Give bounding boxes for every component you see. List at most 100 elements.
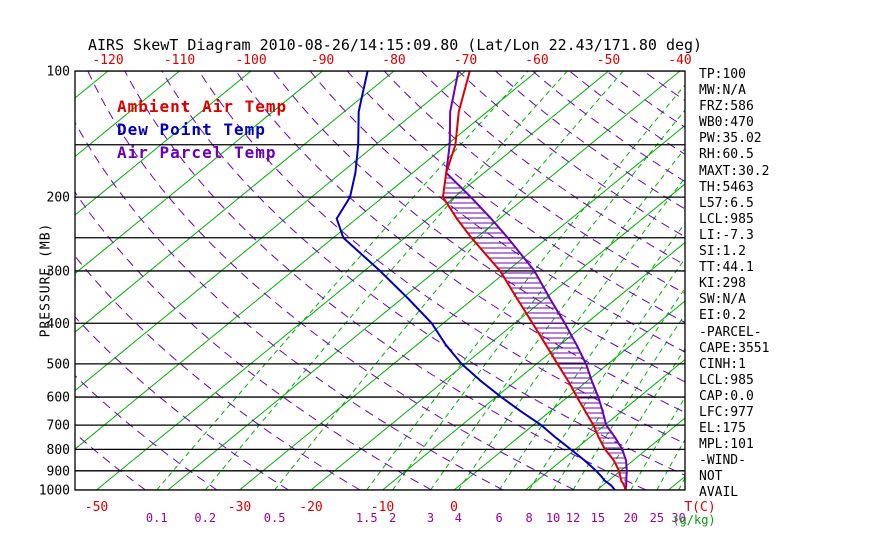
pressure-tick-label: 800 — [47, 443, 70, 458]
pressure-tick-label: 700 — [47, 419, 70, 434]
stats-line: AVAIL — [699, 485, 739, 501]
isotherm-line — [382, 241, 685, 490]
isotherm-line — [75, 71, 395, 333]
chart-title: AIRS SkewT Diagram 2010-08-26/14:15:09.8… — [88, 36, 703, 54]
bottom-temp-tick-label: -10 — [371, 500, 394, 515]
pressure-tick-label: 300 — [47, 264, 70, 279]
isotherm-line — [239, 124, 685, 490]
isotherm-line — [310, 183, 685, 490]
bottom-temp-tick-label: -20 — [299, 500, 322, 515]
mixing-ratio-line — [392, 109, 685, 490]
stats-line: MPL:101 — [699, 437, 754, 453]
isotherm-line — [525, 358, 685, 490]
top-temp-tick-label: -50 — [597, 53, 620, 68]
stats-line: EL:175 — [699, 421, 746, 437]
dry-adiabat-line — [272, 71, 685, 383]
mixing-ratio-line — [498, 222, 685, 490]
pressure-tick-label: 900 — [47, 464, 70, 479]
mixing-ratio-line — [597, 347, 685, 490]
bottom-temp-tick-label: -30 — [228, 500, 251, 515]
mixing-ratio-line — [528, 257, 685, 490]
stats-line: SI:1.2 — [699, 244, 746, 260]
mixing-ratio-line — [156, 71, 529, 490]
dry-adiabat-line — [198, 71, 685, 445]
dry-adiabat-line — [383, 71, 685, 295]
pressure-tick-label: 600 — [47, 391, 70, 406]
plot-area — [0, 70, 685, 490]
dry-adiabat-line — [309, 71, 685, 353]
mixing-ratio-line — [430, 147, 685, 490]
mixing-ratio-tick-label: 12 — [566, 511, 580, 525]
pressure-tick-label: 500 — [47, 357, 70, 372]
dew-point-temp-curve — [335, 71, 616, 490]
stats-line: FRZ:586 — [699, 99, 754, 115]
mixing-unit-label: (g/kg) — [672, 513, 715, 527]
mixing-ratio-tick-label: 0.2 — [194, 511, 216, 525]
stats-line: NOT — [699, 469, 723, 485]
dry-adiabat-line — [0, 70, 3, 490]
dry-adiabat-line — [75, 121, 504, 490]
stats-line: CINH:1 — [699, 356, 746, 372]
stats-line: CAPE:3551 — [699, 340, 770, 356]
legend-air-parcel-temp: Air Parcel Temp — [117, 143, 277, 162]
stats-line: KI:298 — [699, 276, 746, 292]
stats-line: TH:5463 — [699, 179, 754, 195]
stats-line: MW:N/A — [699, 83, 746, 99]
mixing-ratio-tick-label: 25 — [650, 511, 664, 525]
dry-adiabat-line — [75, 255, 361, 490]
stats-line: LI:-7.3 — [699, 227, 754, 243]
dry-adiabat-line — [531, 71, 685, 183]
mixing-ratio-line — [204, 71, 569, 490]
stats-line: L57:6.5 — [699, 195, 754, 211]
mixing-ratio-tick-label: 3 — [427, 511, 434, 525]
isotherm-line — [596, 417, 685, 490]
stats-line: LCL:985 — [699, 211, 754, 227]
mixing-ratio-line — [572, 313, 685, 490]
mixing-ratio-tick-label: 10 — [546, 511, 560, 525]
isotherm-line — [75, 71, 252, 216]
stats-line: EI:0.2 — [699, 308, 746, 324]
isotherm-line — [453, 300, 685, 490]
dry-adiabat-line — [346, 71, 685, 324]
mixing-ratio-line — [457, 177, 685, 490]
mixing-ratio-tick-label: 0.5 — [264, 511, 286, 525]
isotherm-line — [75, 71, 323, 275]
dry-adiabat-line — [457, 71, 685, 238]
legend-ambient-air-temp: Ambient Air Temp — [117, 97, 288, 116]
bottom-temp-tick-label: -50 — [85, 500, 108, 515]
mixing-ratio-line — [366, 84, 685, 490]
mixing-ratio-tick-label: 2 — [389, 511, 396, 525]
isotherm-line — [75, 71, 180, 158]
stats-line: LFC:977 — [699, 404, 754, 420]
pressure-tick-label: 400 — [47, 317, 70, 332]
stats-line: WB0:470 — [699, 115, 754, 131]
stats-line: CAP:0.0 — [699, 388, 754, 404]
mixing-ratio-tick-label: 6 — [496, 511, 503, 525]
stats-line: TP:100 — [699, 67, 746, 82]
pressure-tick-label: 100 — [47, 65, 70, 80]
mixing-ratio-line — [274, 71, 624, 490]
bottom-temp-tick-label: 0 — [450, 500, 458, 515]
top-temp-tick-label: -70 — [454, 53, 477, 68]
mixing-ratio-tick-label: 0.1 — [146, 511, 168, 525]
mixing-ratio-line — [552, 287, 685, 490]
dry-adiabat-line — [494, 71, 685, 210]
air-parcel-temp-curve — [445, 71, 628, 490]
top-temp-tick-label: -60 — [525, 53, 548, 68]
stats-line: LCL:985 — [699, 372, 754, 388]
top-temp-tick-label: -90 — [311, 53, 334, 68]
pressure-tick-label: 200 — [47, 191, 70, 206]
isotherm-line — [75, 71, 538, 450]
stats-panel: TP:100 MW:N/A FRZ:586 WB0:470 PW:35.02 RH:60.… — [699, 67, 769, 502]
mixing-ratio-tick-label: 1.5 — [356, 511, 378, 525]
stats-line: -PARCEL- — [699, 324, 762, 340]
stats-line: PW:35.02 — [699, 131, 762, 147]
stats-line: RH:60.5 — [699, 147, 754, 163]
dry-adiabat-line — [235, 71, 685, 413]
dry-adiabat-line — [75, 316, 289, 490]
mixing-ratio-tick-label: 8 — [526, 511, 533, 525]
dry-adiabat-line — [161, 71, 685, 476]
ambient-air-temp-curve — [441, 71, 627, 490]
